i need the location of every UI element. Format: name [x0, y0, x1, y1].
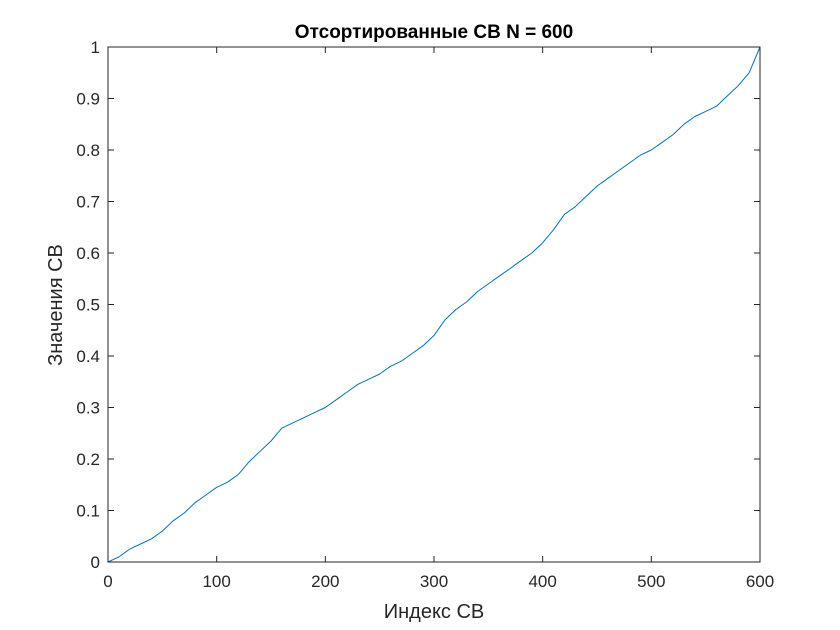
- y-tick-label: 0: [91, 553, 100, 572]
- chart-title: Отсортированные СВ N = 600: [295, 22, 573, 43]
- y-axis-ticks: 0 0.1 0.2 0.3 0.4 0.5 0.6 0.7 0.8 0.9 1: [76, 38, 760, 572]
- y-tick-label: 0.1: [76, 502, 100, 521]
- y-tick-label: 0.9: [76, 90, 100, 109]
- y-tick-label: 0.4: [76, 347, 100, 366]
- y-tick-label: 1: [91, 38, 100, 57]
- x-tick-label: 0: [103, 572, 112, 591]
- y-tick-label: 0.6: [76, 244, 100, 263]
- plot-background: [108, 47, 760, 562]
- x-tick-label: 100: [202, 572, 230, 591]
- x-tick-label: 300: [420, 572, 448, 591]
- series-layer: [107, 46, 761, 563]
- x-tick-label: 600: [746, 572, 774, 591]
- x-tick-label: 500: [637, 572, 665, 591]
- x-axis-ticks: 0 100 200 300 400 500 600: [103, 47, 774, 591]
- y-tick-label: 0.2: [76, 450, 100, 469]
- y-tick-label: 0.3: [76, 399, 100, 418]
- x-tick-label: 200: [311, 572, 339, 591]
- y-tick-label: 0.8: [76, 141, 100, 160]
- plot-frame: [107, 46, 761, 563]
- y-axis-label: Значения СВ: [45, 244, 67, 366]
- series-line: [107, 46, 761, 563]
- y-tick-label: 0.7: [76, 193, 100, 212]
- x-axis-label: Индекс СВ: [384, 601, 485, 623]
- y-tick-label: 0.5: [76, 296, 100, 315]
- x-tick-label: 400: [528, 572, 556, 591]
